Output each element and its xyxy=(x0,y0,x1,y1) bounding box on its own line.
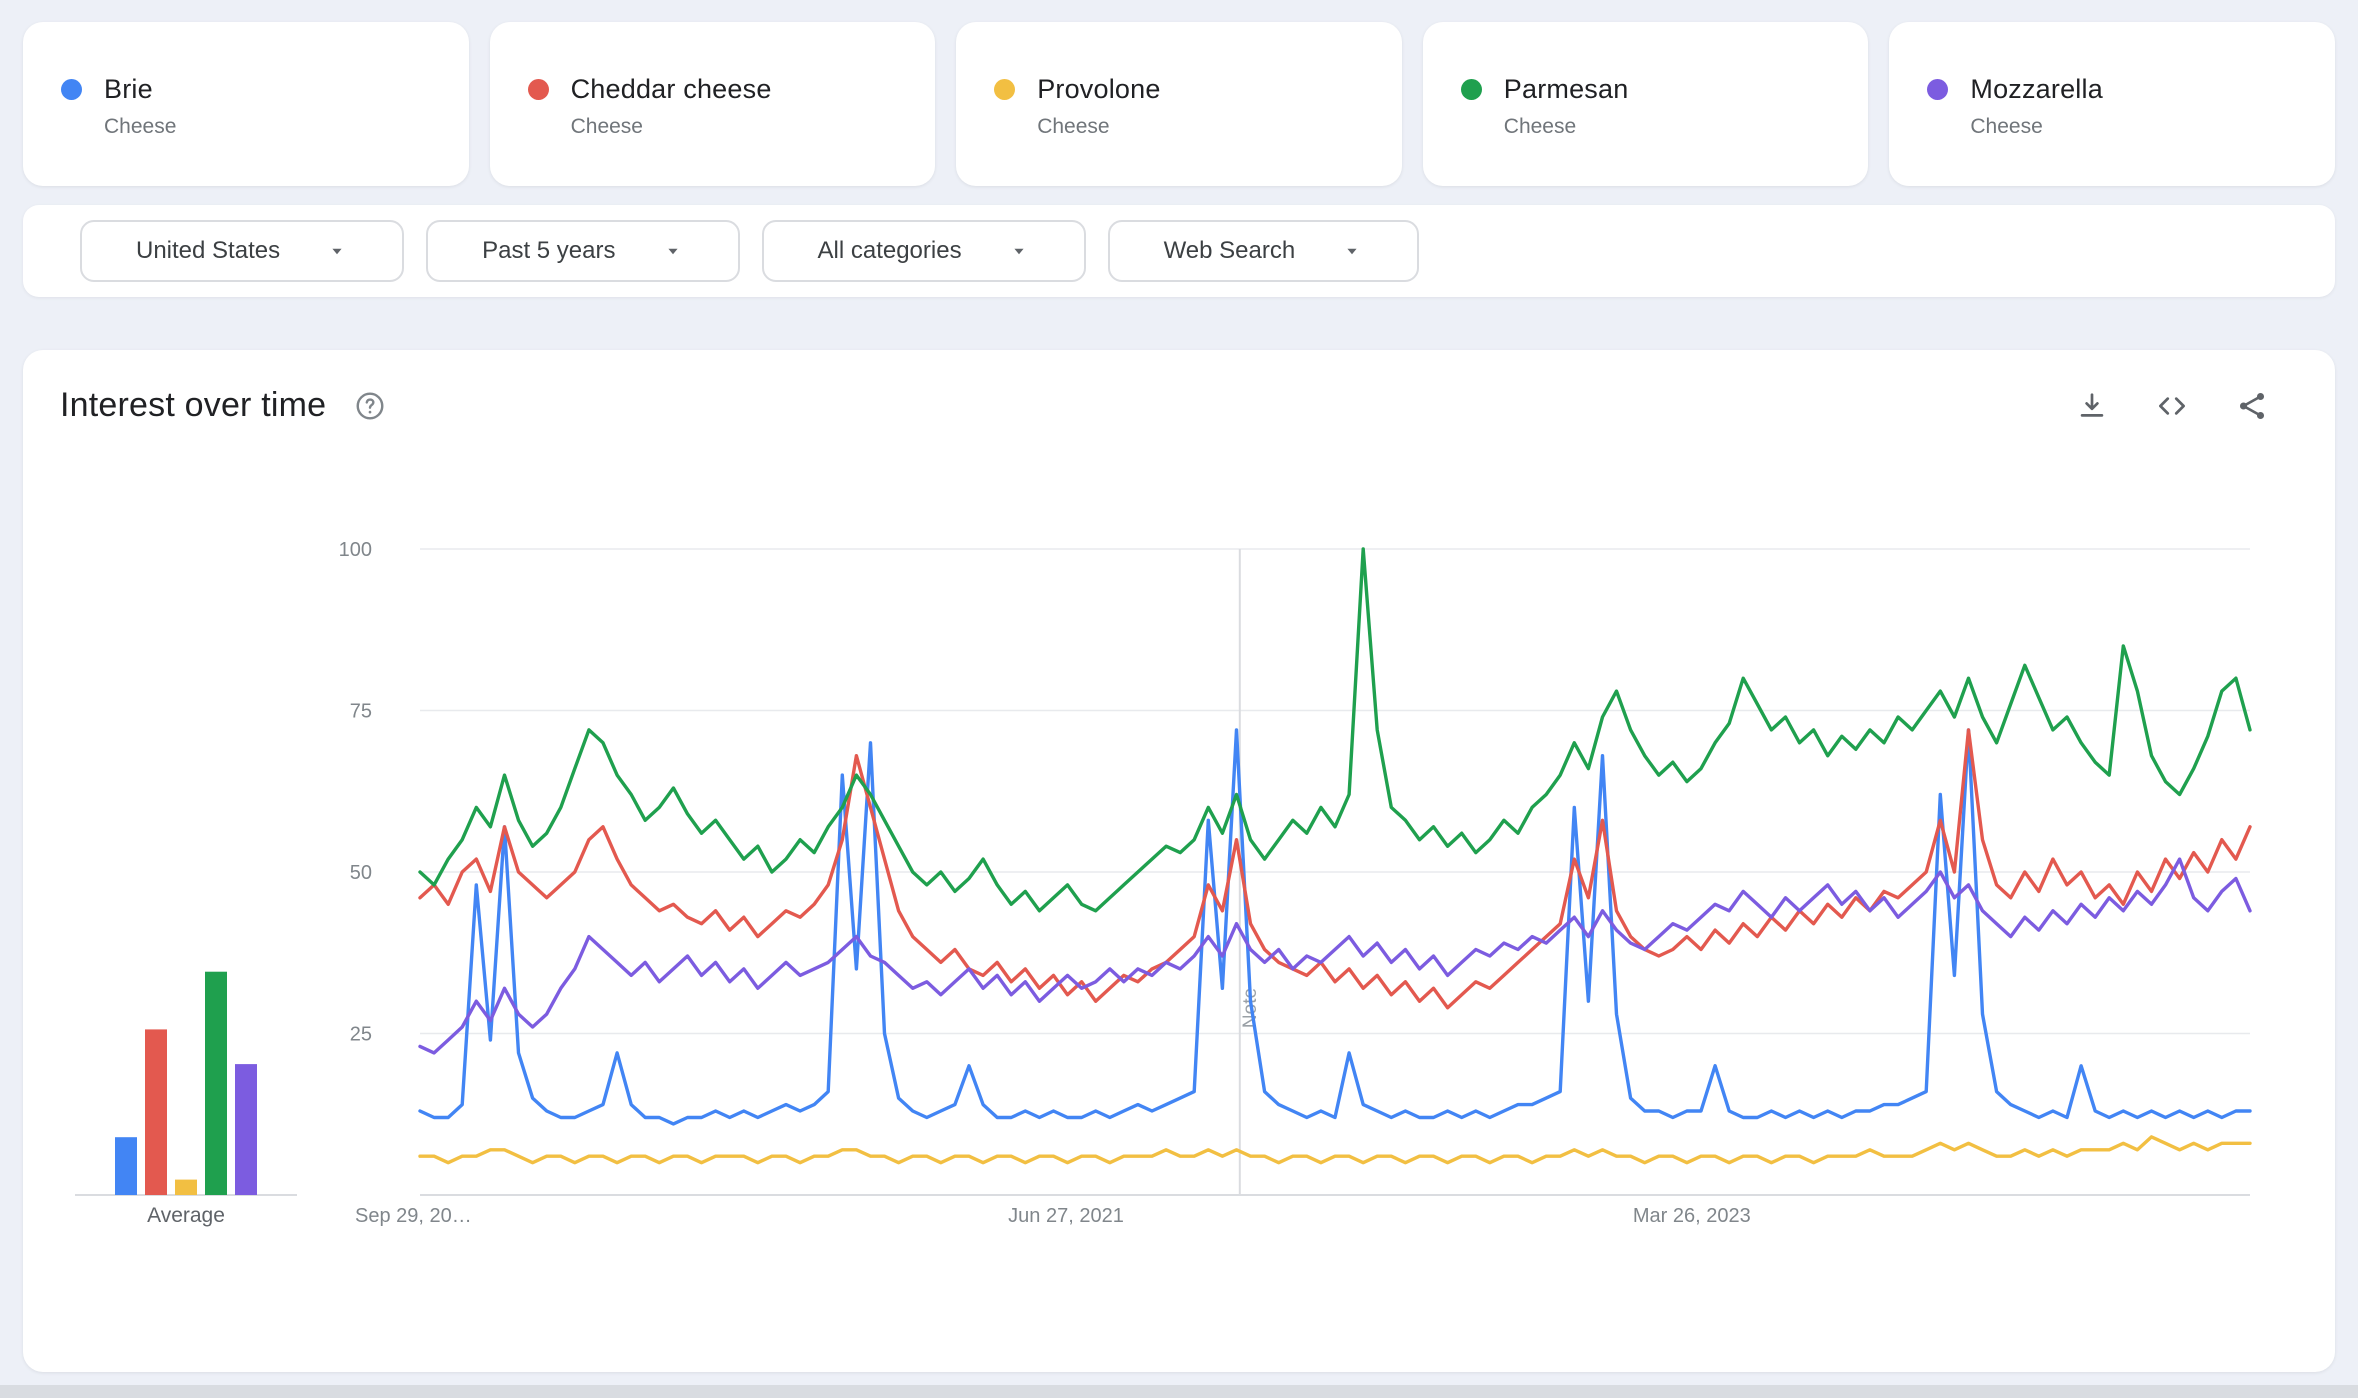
chevron-down-icon xyxy=(1013,248,1024,255)
interest-over-time-card: 25 50 75 100 Note Average Sep 29, 20… Jun 27, 2… xyxy=(23,350,2335,1372)
chart-actions xyxy=(2075,389,2269,423)
term-title: Brie xyxy=(104,74,153,104)
term-card-mozzarella[interactable]: Mozzarella Cheese xyxy=(1889,22,2335,186)
category-filter[interactable]: All categories xyxy=(761,220,1086,282)
line-series-brie xyxy=(418,728,2252,1126)
term-subtitle: Cheese xyxy=(570,115,643,138)
term-color-dot xyxy=(994,79,1016,100)
term-subtitle: Cheese xyxy=(1970,115,2043,138)
term-color-dot xyxy=(61,79,82,100)
term-card-brie[interactable]: Brie Cheese xyxy=(23,22,469,186)
term-title: Mozzarella xyxy=(1970,74,2103,104)
y-axis-labels: 25 50 75 100 xyxy=(339,539,372,1046)
svg-text:50: 50 xyxy=(350,862,372,884)
term-color-dot xyxy=(1927,79,1949,100)
geo-filter[interactable]: United States xyxy=(80,220,405,282)
embed-code-icon xyxy=(2159,396,2185,415)
comparison-cards-row: Brie Cheese Cheddar cheese Cheese Provol… xyxy=(23,22,2335,186)
chevron-down-icon xyxy=(667,248,678,255)
chevron-down-icon xyxy=(1347,248,1357,255)
svg-text:Jun 27, 2021: Jun 27, 2021 xyxy=(1008,1205,1124,1227)
svg-text:Sep 29, 20…: Sep 29, 20… xyxy=(355,1205,472,1227)
term-card-provolone[interactable]: Provolone Cheese xyxy=(956,22,1402,186)
search-type-filter-label: Web Search xyxy=(1163,237,1296,264)
x-axis-labels: Sep 29, 20… Jun 27, 2021 Mar 26, 2023 xyxy=(355,1205,1751,1227)
search-type-filter[interactable]: Web Search xyxy=(1107,220,1420,282)
average-bar-parmesan[interactable] xyxy=(205,971,227,1195)
term-subtitle: Cheese xyxy=(1503,115,1577,138)
chart-header: Interest over time xyxy=(23,350,2335,425)
svg-text:100: 100 xyxy=(339,539,372,561)
average-bar-brie[interactable] xyxy=(115,1137,137,1195)
average-mini-chart: Average xyxy=(75,971,297,1227)
line-series-provolone xyxy=(418,1135,2252,1165)
chart-title: Interest over time xyxy=(60,386,327,424)
download-icon xyxy=(2080,392,2104,417)
term-card-cheddar-cheese[interactable]: Cheddar cheese Cheese xyxy=(489,22,936,186)
term-card-parmesan[interactable]: Parmesan Cheese xyxy=(1422,22,1869,186)
term-title: Cheddar cheese xyxy=(570,74,772,104)
line-series-parmesan xyxy=(418,547,2252,913)
embed-button[interactable] xyxy=(2155,389,2189,423)
average-bar-cheddar-cheese[interactable] xyxy=(145,1029,167,1195)
svg-text:Mar 26, 2023: Mar 26, 2023 xyxy=(1633,1205,1751,1227)
geo-filter-label: United States xyxy=(136,237,281,264)
share-icon xyxy=(2239,392,2265,419)
line-series-mozzarella xyxy=(418,857,2252,1055)
time-range-filter-label: Past 5 years xyxy=(482,237,616,264)
download-button[interactable] xyxy=(2075,389,2109,423)
average-bar-mozzarella[interactable] xyxy=(235,1064,257,1195)
share-button[interactable] xyxy=(2235,389,2269,423)
help-circle-icon[interactable] xyxy=(354,390,386,422)
category-filter-label: All categories xyxy=(817,237,962,264)
page-bottom-divider xyxy=(0,1385,2358,1398)
term-color-dot xyxy=(1460,79,1482,100)
filter-bar: United States Past 5 years All categorie… xyxy=(23,205,2335,297)
average-bar-provolone[interactable] xyxy=(175,1179,197,1195)
term-subtitle: Cheese xyxy=(104,115,177,138)
line-series-cheddar-cheese xyxy=(418,728,2252,1010)
svg-text:75: 75 xyxy=(350,701,372,723)
term-title: Parmesan xyxy=(1503,74,1629,104)
time-range-filter[interactable]: Past 5 years xyxy=(426,220,740,282)
term-color-dot xyxy=(527,79,549,100)
chevron-down-icon xyxy=(332,248,342,255)
average-label: Average xyxy=(147,1204,225,1227)
term-subtitle: Cheese xyxy=(1037,115,1110,138)
svg-text:25: 25 xyxy=(350,1024,372,1046)
term-title: Provolone xyxy=(1037,74,1161,104)
